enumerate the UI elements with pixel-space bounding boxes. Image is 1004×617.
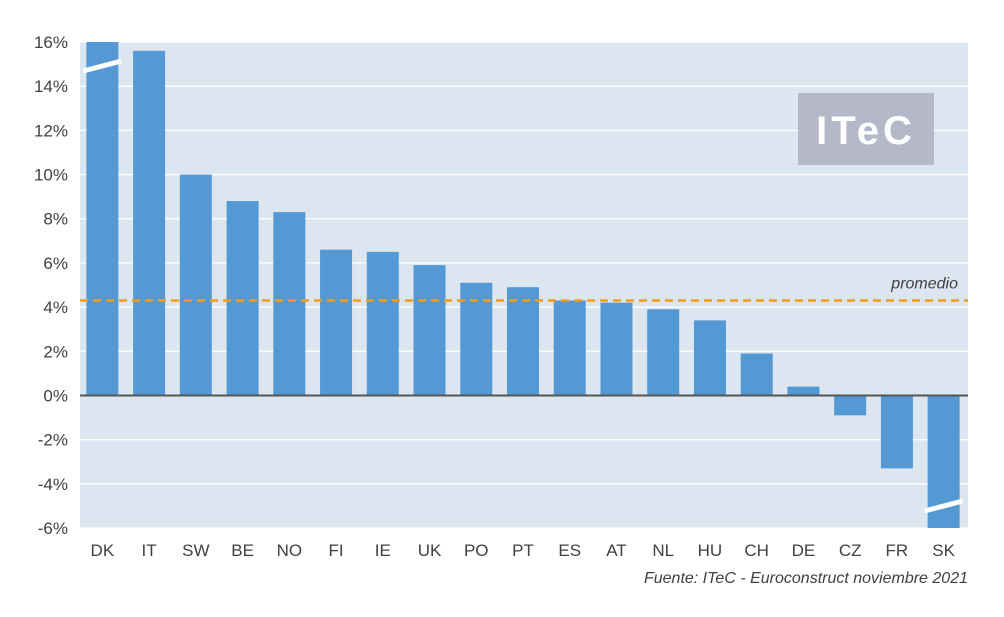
y-tick-label: 0% (43, 386, 68, 405)
bar-cz (834, 395, 867, 416)
bar-no (273, 212, 306, 396)
x-category-label: NL (652, 541, 674, 560)
bar-de (787, 386, 820, 396)
bar-at (600, 302, 633, 396)
y-tick-label: -6% (38, 519, 68, 538)
x-category-label: BE (231, 541, 254, 560)
x-category-label: FI (328, 541, 343, 560)
y-tick-label: 6% (43, 254, 68, 273)
x-category-label: CH (744, 541, 769, 560)
x-category-label: SW (182, 541, 209, 560)
bars (82, 42, 964, 528)
y-axis-tick-labels: 16% 14% 12% 10% 8% 6% 4% 2% 0% -2% -4% -6% (34, 33, 68, 538)
x-category-label: FR (886, 541, 909, 560)
bar-fi (320, 249, 353, 396)
bar-hu (693, 320, 726, 396)
average-label: promedio (890, 275, 958, 292)
bar-nl (647, 309, 680, 396)
y-tick-label: 2% (43, 342, 68, 361)
x-category-label: NO (277, 541, 303, 560)
x-category-label: DK (91, 541, 115, 560)
x-category-label: UK (418, 541, 442, 560)
bar-ie (366, 251, 399, 396)
bar-uk (413, 265, 446, 396)
x-category-label: PO (464, 541, 489, 560)
y-tick-label: -4% (38, 475, 68, 494)
y-tick-label: -2% (38, 431, 68, 450)
x-category-label: HU (698, 541, 723, 560)
bar-ch (740, 353, 773, 396)
x-axis-category-labels: DK IT SW BE NO FI IE UK PO PT ES AT NL HU CH DE CZ FR SK (91, 541, 956, 560)
x-category-label: AT (606, 541, 626, 560)
source-note: Fuente: ITeC - Euroconstruct noviembre 2… (644, 570, 968, 587)
bar-fr (880, 395, 913, 469)
bar-it (133, 50, 166, 396)
axis-break-mark (82, 58, 123, 74)
y-tick-label: 4% (43, 298, 68, 317)
y-tick-label: 12% (34, 121, 68, 140)
x-category-label: IE (375, 541, 391, 560)
itec-logo: ITeC (798, 93, 934, 165)
x-category-label: SK (932, 541, 955, 560)
bar-be (226, 201, 259, 396)
x-category-label: IT (142, 541, 157, 560)
bar-dk (86, 42, 119, 396)
bar-sw (179, 174, 212, 396)
itec-logo-background (798, 93, 934, 165)
bar-pt (507, 287, 539, 396)
y-tick-label: 8% (43, 210, 68, 229)
y-tick-label: 14% (34, 77, 68, 96)
x-category-label: ES (558, 541, 581, 560)
x-category-label: PT (512, 541, 534, 560)
axis-break-mark (923, 498, 964, 514)
y-tick-label: 16% (34, 33, 68, 52)
bar-es (553, 300, 586, 396)
x-category-label: DE (792, 541, 816, 560)
itec-logo-text: ITeC (816, 109, 916, 153)
y-tick-label: 10% (34, 166, 68, 185)
x-category-label: CZ (839, 541, 862, 560)
